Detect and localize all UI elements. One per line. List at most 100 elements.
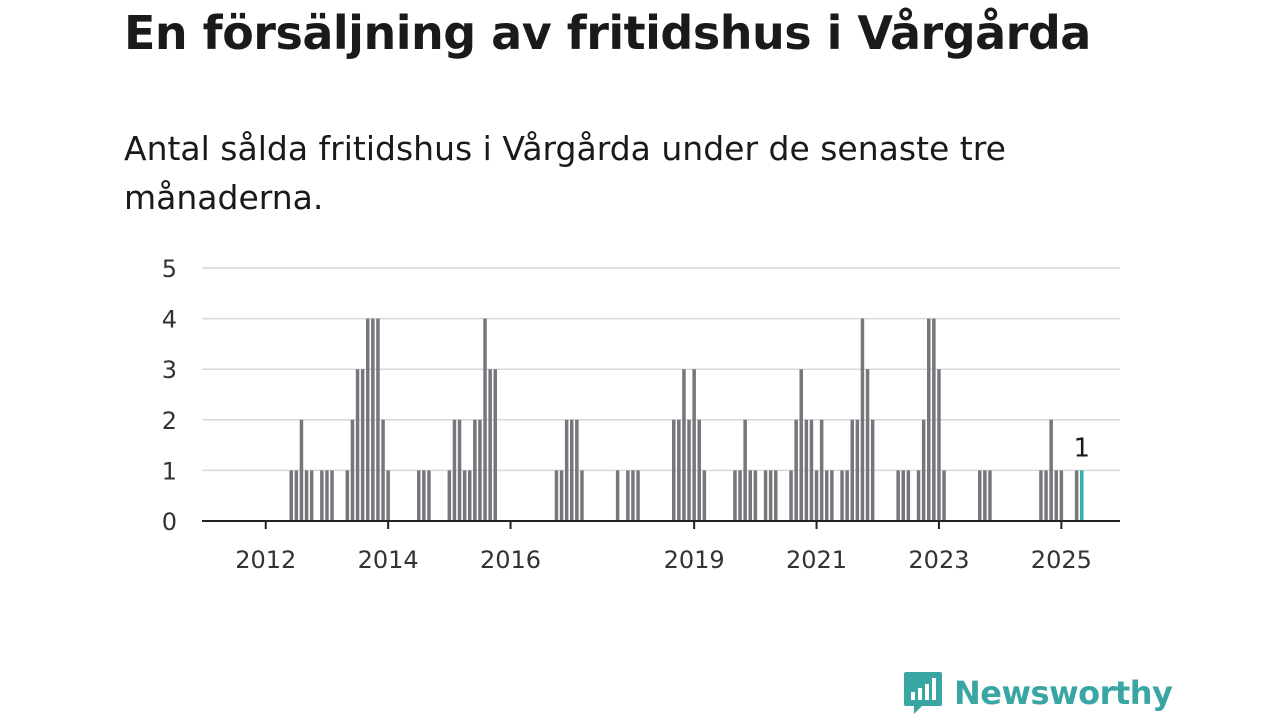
brand-logo: Newsworthy xyxy=(902,670,1173,716)
bar xyxy=(289,470,293,521)
bar xyxy=(794,419,798,521)
bar xyxy=(753,470,758,521)
bar xyxy=(1054,470,1058,521)
bar xyxy=(304,470,309,521)
bar xyxy=(809,419,814,521)
bar xyxy=(478,419,482,521)
bar xyxy=(814,470,819,521)
bar xyxy=(799,369,803,521)
bar xyxy=(896,470,900,521)
y-tick-label: 1 xyxy=(162,457,177,485)
bar xyxy=(473,419,477,521)
bar xyxy=(855,419,860,521)
bar xyxy=(687,419,691,521)
bar xyxy=(615,470,620,521)
bar xyxy=(748,470,752,521)
bar xyxy=(1044,470,1048,521)
bar xyxy=(901,470,905,521)
bar xyxy=(309,470,314,521)
bar xyxy=(386,470,390,521)
bar xyxy=(733,470,737,521)
bar xyxy=(294,470,299,521)
data-labels: 1 xyxy=(1073,433,1090,463)
bar xyxy=(493,369,497,521)
bar xyxy=(299,419,304,521)
bar xyxy=(564,419,569,521)
x-tick-label: 2021 xyxy=(786,546,847,574)
bar xyxy=(488,369,492,521)
bar-highlight xyxy=(1080,470,1084,521)
bar xyxy=(355,369,360,521)
bar xyxy=(350,419,355,521)
bar xyxy=(325,470,329,521)
bar xyxy=(860,318,865,521)
axes: 0 1 2 3 4 5 2012 2014 2016 2019 2021 2023 2025 xyxy=(162,255,1120,574)
y-tick-label: 3 xyxy=(162,356,177,384)
bar xyxy=(983,470,987,521)
x-tick-label: 2025 xyxy=(1031,546,1092,574)
bar xyxy=(942,470,946,521)
bar xyxy=(559,470,564,521)
bar xyxy=(345,470,350,521)
bar xyxy=(462,470,467,521)
bar xyxy=(830,470,834,521)
bar xyxy=(978,470,982,521)
chart-title: En försäljning av fritidshus i Vårgårda xyxy=(124,6,1091,60)
bar xyxy=(570,419,574,521)
bar xyxy=(692,369,696,521)
bar xyxy=(932,318,936,521)
bar xyxy=(554,470,559,521)
x-tick-label: 2016 xyxy=(480,546,541,574)
bar xyxy=(916,470,921,521)
bar xyxy=(677,419,681,521)
bar xyxy=(1059,470,1064,521)
bar xyxy=(1049,419,1053,521)
bar xyxy=(580,470,584,521)
bar xyxy=(427,470,431,521)
highlight-data-label: 1 xyxy=(1073,433,1090,463)
bar xyxy=(804,419,809,521)
newsworthy-icon xyxy=(904,672,942,714)
bar xyxy=(468,470,472,521)
bar xyxy=(417,470,421,521)
bar xyxy=(840,470,844,521)
bar xyxy=(763,470,768,521)
bar xyxy=(819,419,824,521)
x-tick-label: 2023 xyxy=(908,546,969,574)
bar xyxy=(1039,470,1043,521)
y-tick-label: 0 xyxy=(162,508,177,536)
bar xyxy=(1074,470,1079,521)
bar xyxy=(702,470,707,521)
bar xyxy=(366,318,370,521)
y-tick-label: 4 xyxy=(162,306,177,334)
x-tick-label: 2012 xyxy=(235,546,296,574)
bar xyxy=(626,470,630,521)
bar xyxy=(575,419,579,521)
bar xyxy=(774,470,778,521)
bar xyxy=(457,419,462,521)
bar xyxy=(672,419,676,521)
y-tick-label: 5 xyxy=(162,255,177,283)
bar xyxy=(850,419,854,521)
bar xyxy=(330,470,334,521)
bar xyxy=(988,470,992,521)
bar xyxy=(927,318,931,521)
bar xyxy=(452,419,457,521)
brand-name: Newsworthy xyxy=(954,674,1173,712)
bar xyxy=(845,470,849,521)
bar xyxy=(381,419,385,521)
bar xyxy=(697,419,701,521)
bar-chart: 0 1 2 3 4 5 2012 2014 2016 2019 2021 2023 2025 1 xyxy=(162,255,1120,574)
bar xyxy=(870,419,875,521)
x-tick-label: 2019 xyxy=(664,546,725,574)
bar xyxy=(631,470,635,521)
bar xyxy=(320,470,324,521)
bar xyxy=(825,470,829,521)
bar xyxy=(921,419,926,521)
bar xyxy=(768,470,773,521)
bar xyxy=(422,470,426,521)
bar xyxy=(789,470,793,521)
x-tick-label: 2014 xyxy=(358,546,419,574)
bar xyxy=(371,318,375,521)
bars xyxy=(289,318,1084,521)
